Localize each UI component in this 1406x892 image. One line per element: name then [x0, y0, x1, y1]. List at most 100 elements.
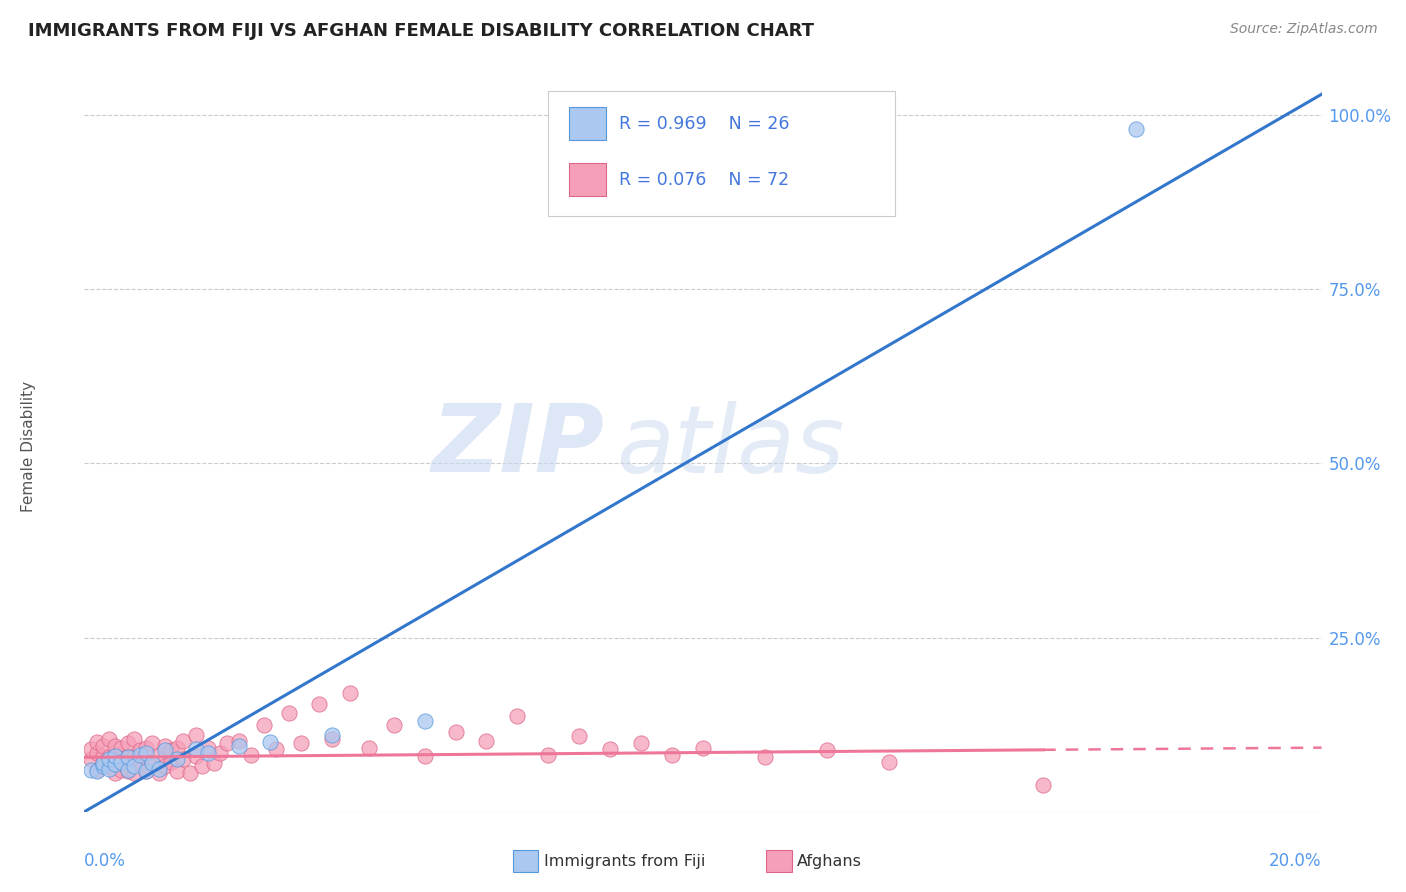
Point	[141, 736, 163, 750]
Point	[184, 749, 207, 764]
Point	[339, 686, 361, 700]
Point	[104, 739, 127, 753]
Point	[148, 762, 170, 776]
Point	[179, 766, 201, 780]
Point	[153, 759, 176, 773]
Point	[184, 742, 207, 756]
Point	[153, 739, 176, 753]
Point	[877, 755, 900, 769]
Point	[1125, 122, 1147, 136]
Point	[98, 762, 121, 776]
Point	[104, 757, 127, 772]
Point	[104, 747, 127, 762]
Point	[166, 740, 188, 755]
Text: R = 0.076    N = 72: R = 0.076 N = 72	[619, 170, 789, 189]
Point	[444, 724, 467, 739]
Point	[122, 759, 145, 773]
Point	[172, 752, 194, 766]
Point	[129, 743, 152, 757]
Point	[110, 752, 132, 766]
Point	[86, 763, 108, 777]
Point	[197, 746, 219, 760]
Point	[413, 714, 436, 728]
Point	[153, 743, 176, 757]
Point	[98, 759, 121, 773]
Point	[129, 757, 152, 772]
Text: 0.0%: 0.0%	[84, 852, 127, 870]
Point	[630, 736, 652, 750]
Point	[148, 766, 170, 780]
Point	[122, 731, 145, 746]
Point	[191, 759, 214, 773]
Point	[122, 766, 145, 780]
Point	[475, 733, 498, 747]
FancyBboxPatch shape	[569, 107, 606, 140]
Point	[661, 747, 683, 762]
Point	[321, 731, 343, 746]
Point	[202, 756, 225, 770]
Point	[184, 728, 207, 742]
Point	[98, 752, 121, 766]
Point	[160, 743, 183, 757]
Point	[148, 747, 170, 762]
Point	[122, 750, 145, 764]
Text: IMMIGRANTS FROM FIJI VS AFGHAN FEMALE DISABILITY CORRELATION CHART: IMMIGRANTS FROM FIJI VS AFGHAN FEMALE DI…	[28, 22, 814, 40]
Text: Female Disability: Female Disability	[21, 380, 37, 512]
Point	[117, 750, 139, 764]
Point	[110, 740, 132, 755]
Point	[197, 740, 219, 755]
Point	[91, 749, 114, 764]
Point	[264, 742, 287, 756]
Point	[382, 717, 405, 731]
Point	[537, 747, 560, 762]
Point	[228, 739, 250, 753]
Point	[568, 730, 591, 744]
Point	[129, 747, 152, 762]
Point	[253, 717, 276, 731]
Point	[413, 749, 436, 764]
Point	[692, 740, 714, 755]
Point	[86, 746, 108, 760]
Point	[117, 736, 139, 750]
Point	[135, 746, 157, 760]
Point	[117, 764, 139, 779]
Point	[91, 756, 114, 770]
Point	[754, 750, 776, 764]
Point	[79, 742, 101, 756]
Point	[277, 706, 299, 720]
Point	[117, 763, 139, 777]
Point	[110, 755, 132, 769]
Text: 20.0%: 20.0%	[1270, 852, 1322, 870]
Text: Afghans: Afghans	[797, 855, 862, 869]
Point	[86, 735, 108, 749]
Point	[357, 740, 380, 755]
Point	[321, 728, 343, 742]
Point	[110, 763, 132, 777]
Point	[91, 739, 114, 753]
Point	[91, 756, 114, 770]
Point	[240, 747, 263, 762]
Point	[209, 746, 232, 760]
Point	[259, 735, 281, 749]
Point	[166, 764, 188, 779]
Point	[166, 752, 188, 766]
Point	[135, 764, 157, 779]
Point	[160, 755, 183, 769]
Point	[135, 740, 157, 755]
Point	[599, 742, 621, 756]
Point	[86, 764, 108, 779]
Point	[98, 731, 121, 746]
Text: Source: ZipAtlas.com: Source: ZipAtlas.com	[1230, 22, 1378, 37]
Text: Immigrants from Fiji: Immigrants from Fiji	[544, 855, 706, 869]
Point	[79, 763, 101, 777]
Point	[79, 752, 101, 766]
Point	[91, 759, 114, 773]
Point	[135, 764, 157, 779]
Point	[215, 736, 238, 750]
FancyBboxPatch shape	[569, 163, 606, 196]
Point	[172, 733, 194, 747]
Point	[228, 733, 250, 747]
Point	[290, 736, 312, 750]
Text: R = 0.969    N = 26: R = 0.969 N = 26	[619, 115, 789, 133]
Point	[506, 708, 529, 723]
